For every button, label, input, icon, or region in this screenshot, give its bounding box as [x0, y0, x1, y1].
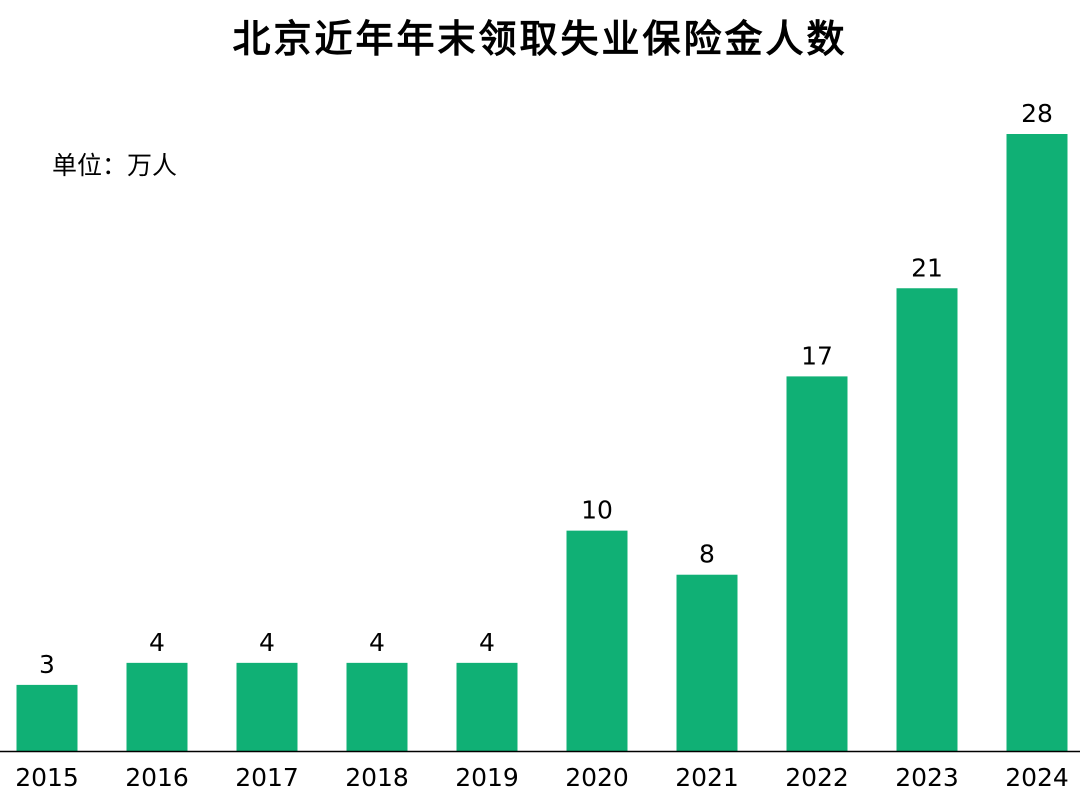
bar-2024 [1006, 134, 1068, 751]
data-label-2017: 4 [259, 628, 275, 657]
data-label-2019: 4 [479, 628, 495, 657]
data-label-2024: 28 [1021, 99, 1053, 128]
bars-group [16, 134, 1068, 751]
bar-2020 [566, 530, 628, 751]
unit-label: 单位：万人 [52, 151, 178, 180]
data-label-2016: 4 [149, 628, 165, 657]
x-tick-label-2018: 2018 [345, 763, 409, 792]
x-tick-label-2017: 2017 [235, 763, 299, 792]
x-tick-labels-group: 2015 2016 2017 2018 2019 2020 2021 2022 2023 2024 [15, 763, 1069, 792]
x-tick-label-2016: 2016 [125, 763, 189, 792]
data-label-2018: 4 [369, 628, 385, 657]
data-labels-group: 3 4 4 4 4 10 8 17 21 28 [39, 99, 1053, 679]
x-tick-label-2020: 2020 [565, 763, 629, 792]
x-tick-label-2024: 2024 [1005, 763, 1069, 792]
bar-2023 [896, 288, 958, 751]
bar-2019 [456, 662, 518, 751]
x-tick-label-2023: 2023 [895, 763, 959, 792]
data-label-2021: 8 [699, 540, 715, 569]
bar-2015 [16, 684, 78, 751]
chart-title: 北京近年年末领取失业保险金人数 [232, 16, 848, 61]
data-label-2022: 17 [801, 341, 833, 370]
data-label-2020: 10 [581, 496, 613, 525]
bar-2016 [126, 662, 188, 751]
x-tick-label-2022: 2022 [785, 763, 849, 792]
x-tick-label-2019: 2019 [455, 763, 519, 792]
x-tick-label-2015: 2015 [15, 763, 79, 792]
data-label-2015: 3 [39, 650, 55, 679]
data-label-2023: 21 [911, 253, 943, 282]
bar-2018 [346, 662, 408, 751]
bar-2021 [676, 574, 738, 751]
bar-2017 [236, 662, 298, 751]
bar-2022 [786, 376, 848, 751]
x-tick-label-2021: 2021 [675, 763, 739, 792]
